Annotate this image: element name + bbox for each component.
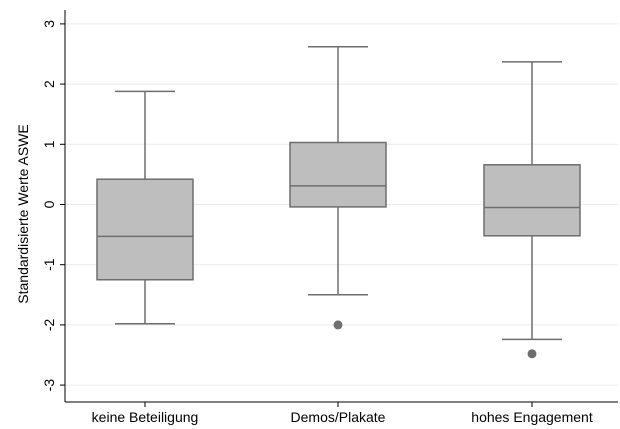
iqr-box bbox=[96, 178, 194, 281]
box-plots bbox=[96, 46, 581, 359]
y-tick-label: 1 bbox=[41, 140, 57, 148]
iqr-box bbox=[289, 141, 387, 208]
iqr-box bbox=[483, 164, 581, 237]
y-axis: -3 -2 -1 0 1 2 3 bbox=[41, 10, 66, 402]
x-axis: keine Beteiligung Demos/Plakate hohes Enga… bbox=[65, 401, 618, 425]
y-tick-label: 2 bbox=[41, 80, 57, 88]
box-plot bbox=[483, 61, 581, 359]
x-tick-label: hohes Engagement bbox=[471, 409, 593, 425]
x-tick-label: keine Beteiligung bbox=[92, 409, 199, 425]
y-tick-label: 0 bbox=[41, 200, 57, 208]
y-tick-label: -3 bbox=[41, 379, 57, 392]
y-tick-label: 3 bbox=[41, 20, 57, 28]
box-plot bbox=[289, 46, 387, 330]
y-tick-label: -2 bbox=[41, 318, 57, 331]
outlier-point bbox=[527, 349, 537, 359]
y-axis-title: Standardisierte Werte ASWE bbox=[15, 124, 31, 303]
y-tick-label: -1 bbox=[41, 258, 57, 271]
outlier-point bbox=[333, 320, 343, 330]
x-tick-label: Demos/Plakate bbox=[291, 409, 386, 425]
box-plot bbox=[96, 90, 194, 325]
